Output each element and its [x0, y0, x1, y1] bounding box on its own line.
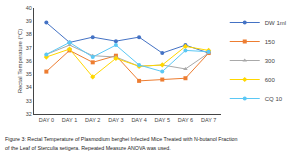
svg-text:39: 39	[26, 18, 32, 24]
svg-text:DAY 7: DAY 7	[201, 117, 216, 123]
svg-text:CQ 10: CQ 10	[265, 96, 283, 102]
svg-text:DW 1ml: DW 1ml	[265, 20, 286, 26]
svg-text:40: 40	[26, 5, 32, 11]
svg-text:DAY 6: DAY 6	[178, 117, 193, 123]
svg-text:Figure 3: Rectal Temperature o: Figure 3: Rectal Temperature of Plasmodi…	[5, 136, 238, 142]
svg-text:DAY 3: DAY 3	[108, 117, 123, 123]
svg-text:37: 37	[26, 45, 32, 51]
svg-text:DAY 4: DAY 4	[131, 117, 146, 123]
svg-text:DAY 5: DAY 5	[155, 117, 170, 123]
svg-text:35: 35	[26, 71, 32, 77]
svg-text:DAY 0: DAY 0	[39, 117, 54, 123]
svg-text:33: 33	[26, 98, 32, 104]
svg-text:34: 34	[26, 84, 32, 90]
svg-text:32: 32	[26, 111, 32, 117]
svg-text:Rectal Temperature (°C): Rectal Temperature (°C)	[17, 29, 23, 94]
svg-text:DAY 1: DAY 1	[62, 117, 77, 123]
svg-text:36: 36	[26, 58, 32, 64]
svg-text:38: 38	[26, 31, 32, 37]
svg-text:600: 600	[265, 77, 276, 83]
svg-text:DAY 2: DAY 2	[85, 117, 100, 123]
svg-text:300: 300	[265, 58, 276, 64]
svg-text:of the Leaf of Sterculia setig: of the Leaf of Sterculia setigera. Repea…	[5, 145, 171, 151]
svg-text:150: 150	[265, 39, 276, 45]
